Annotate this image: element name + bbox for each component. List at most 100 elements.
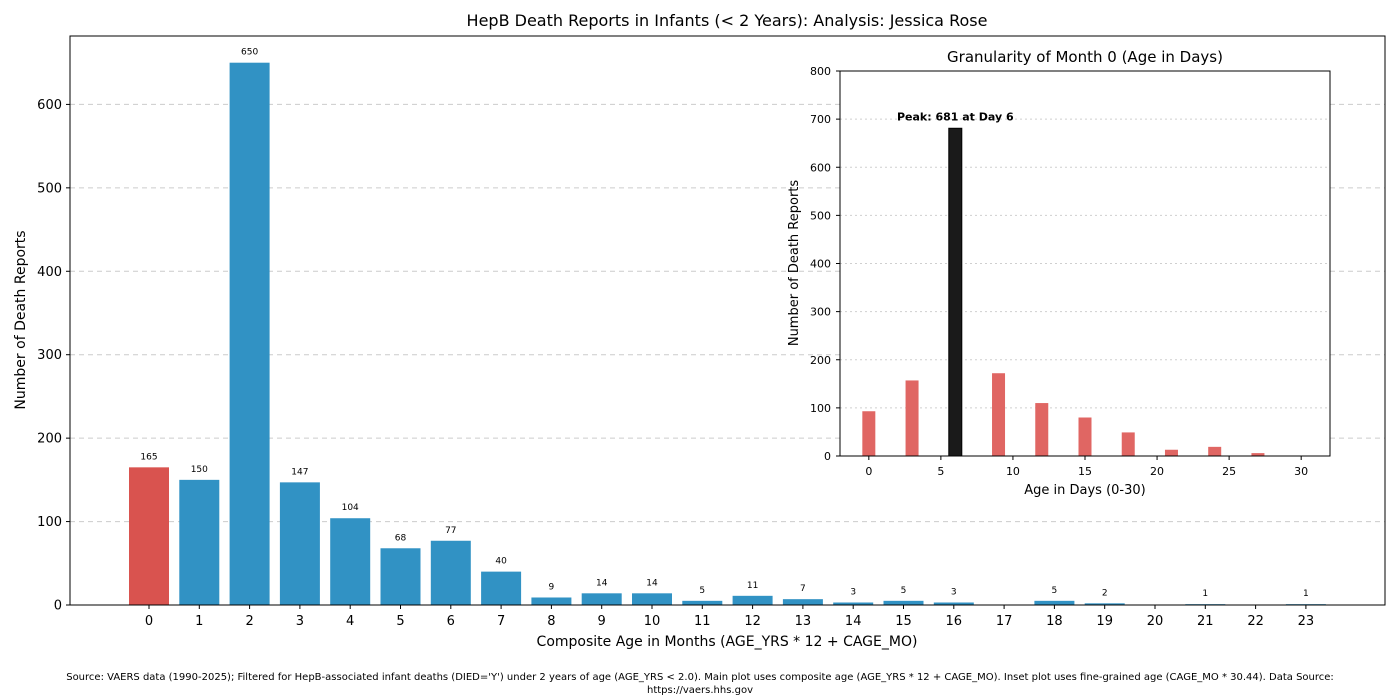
main-data-label: 5: [901, 586, 907, 596]
main-x-tick-label: 6: [447, 614, 455, 629]
main-x-tick-label: 20: [1147, 614, 1164, 629]
inset-y-tick-label: 600: [810, 161, 831, 174]
main-x-tick-label: 13: [795, 614, 812, 629]
main-bar: [1084, 603, 1125, 605]
main-bar: [1034, 600, 1075, 605]
main-bar: [632, 593, 672, 605]
main-y-tick-label: 600: [37, 98, 62, 113]
main-x-ticks: 0 1 2 3 4 5 6 7 8 9 10 11 12 13 14 15 16 17 18 19 20 21 22 23: [145, 605, 1314, 629]
inset-bar: [905, 380, 919, 456]
main-x-tick-label: 21: [1197, 614, 1214, 629]
main-data-label: 650: [241, 48, 258, 58]
main-data-label: 40: [495, 557, 507, 567]
main-title: HepB Death Reports in Infants (< 2 Years…: [467, 11, 988, 30]
main-x-tick-label: 15: [895, 614, 912, 629]
main-data-label: 68: [395, 533, 407, 543]
inset-x-axis-label: Age in Days (0-30): [1024, 483, 1145, 498]
main-y-tick-label: 400: [37, 265, 62, 280]
inset-x-tick-label: 10: [1006, 465, 1020, 478]
inset-x-tick-label: 15: [1078, 465, 1092, 478]
main-bar: [883, 600, 924, 605]
footnote-line-1: Source: VAERS data (1990-2025); Filtered…: [66, 672, 1334, 683]
main-data-label: 104: [342, 503, 359, 513]
main-x-tick-label: 14: [845, 614, 862, 629]
inset-bar: [1251, 453, 1265, 456]
inset-y-tick-label: 800: [810, 65, 831, 78]
main-data-label: 147: [291, 467, 308, 477]
main-data-label: 5: [699, 586, 705, 596]
main-bars: [129, 62, 1326, 606]
main-bar: [732, 595, 773, 605]
inset-y-ticks: 0 100 200 300 400 500 600 700 800: [810, 65, 840, 463]
main-x-tick-label: 7: [497, 614, 505, 629]
main-y-tick-label: 0: [54, 599, 62, 614]
source-footnote: Source: VAERS data (1990-2025); Filtered…: [0, 671, 1400, 697]
inset-y-tick-label: 400: [810, 258, 831, 271]
peak-annotation: Peak: 681 at Day 6: [897, 110, 1014, 123]
main-bar: [531, 597, 572, 605]
inset-peak-bar: [948, 127, 963, 457]
inset-x-tick-label: 0: [865, 465, 872, 478]
inset-y-tick-label: 300: [810, 306, 831, 319]
main-data-label: 14: [596, 578, 608, 588]
main-x-tick-label: 17: [996, 614, 1013, 629]
main-bar: [380, 548, 421, 605]
main-y-tick-label: 300: [37, 348, 62, 363]
main-bar: [430, 540, 471, 605]
main-y-tick-label: 500: [37, 181, 62, 196]
main-data-label: 3: [951, 587, 957, 597]
footnote-line-2: https://vaers.hhs.gov: [647, 685, 753, 696]
inset-bar: [1035, 403, 1049, 456]
main-x-axis-label: Composite Age in Months (AGE_YRS * 12 + …: [537, 634, 918, 650]
main-data-label: 2: [1102, 588, 1108, 598]
main-x-tick-label: 12: [744, 614, 761, 629]
inset-bars: [862, 127, 1265, 457]
main-x-tick-label: 5: [396, 614, 404, 629]
main-y-tick-label: 100: [37, 515, 62, 530]
inset-bar: [992, 373, 1006, 456]
main-bar: [330, 518, 371, 605]
main-data-label: 165: [140, 452, 157, 462]
main-data-label: 150: [191, 465, 208, 475]
inset-x-tick-label: 30: [1294, 465, 1308, 478]
main-x-tick-label: 4: [346, 614, 354, 629]
inset-y-tick-label: 500: [810, 209, 831, 222]
main-bar: [179, 479, 220, 605]
inset-x-tick-label: 25: [1222, 465, 1236, 478]
inset-y-tick-label: 0: [824, 450, 831, 463]
main-x-tick-label: 2: [245, 614, 253, 629]
inset-x-tick-label: 5: [937, 465, 944, 478]
inset-bar: [1164, 449, 1178, 456]
main-data-label: 77: [445, 526, 456, 536]
main-bar: [682, 600, 723, 605]
main-data-label: 9: [549, 582, 555, 592]
main-x-tick-label: 18: [1046, 614, 1063, 629]
main-bar: [933, 602, 974, 605]
inset-bar: [1121, 432, 1135, 456]
main-data-label: 11: [747, 581, 758, 591]
main-bar: [129, 467, 169, 605]
main-bar: [581, 593, 622, 605]
main-x-tick-label: 3: [296, 614, 304, 629]
main-x-tick-label: 19: [1096, 614, 1113, 629]
main-x-tick-label: 16: [946, 614, 963, 629]
main-x-tick-label: 23: [1298, 614, 1315, 629]
main-bar: [481, 571, 522, 605]
main-y-ticks: 0 100 200 300 400 500 600: [37, 98, 70, 614]
main-x-tick-label: 11: [694, 614, 711, 629]
main-data-label: 3: [850, 587, 856, 597]
main-bar: [833, 602, 874, 605]
inset-x-ticks: 0 5 10 15 20 25 30: [865, 456, 1308, 478]
main-data-label: 7: [800, 584, 806, 594]
main-gridlines: [70, 103, 1385, 523]
main-x-tick-label: 22: [1247, 614, 1264, 629]
inset-x-tick-label: 20: [1150, 465, 1164, 478]
main-bar: [782, 599, 823, 605]
main-x-tick-label: 1: [195, 614, 203, 629]
inset-y-tick-label: 700: [810, 113, 831, 126]
inset-y-tick-label: 100: [810, 402, 831, 415]
main-y-tick-label: 200: [37, 432, 62, 447]
main-data-label: 1: [1303, 589, 1309, 599]
